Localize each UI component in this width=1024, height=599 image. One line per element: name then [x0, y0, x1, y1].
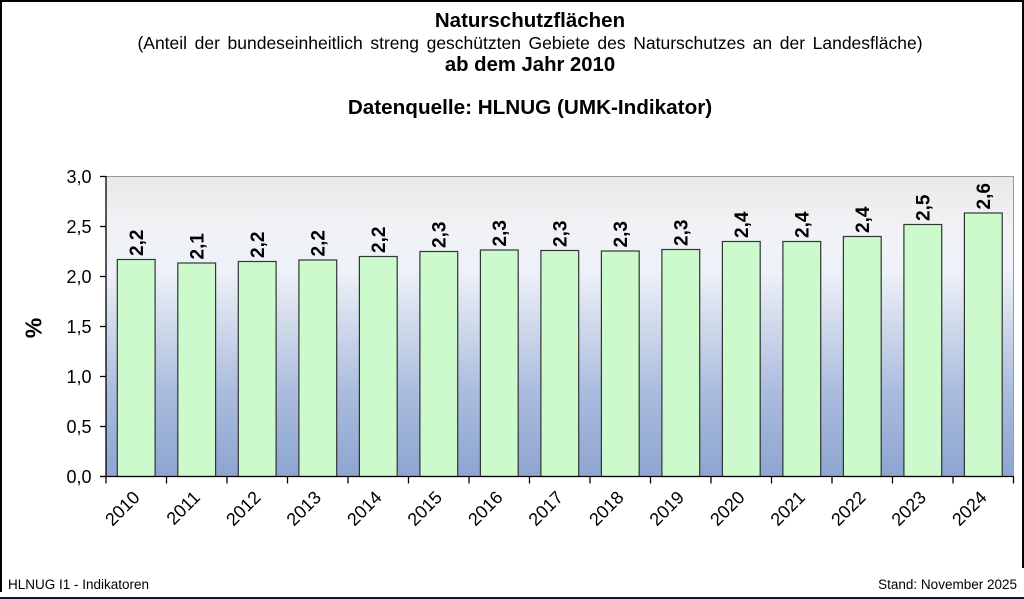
svg-text:2,4: 2,4 — [732, 211, 753, 238]
svg-text:2,3: 2,3 — [430, 222, 451, 248]
svg-text:2,4: 2,4 — [853, 206, 874, 233]
svg-text:2,2: 2,2 — [248, 232, 269, 258]
svg-text:1,0: 1,0 — [66, 367, 91, 387]
svg-text:2024: 2024 — [948, 487, 990, 529]
svg-text:2023: 2023 — [888, 487, 930, 529]
svg-text:2,2: 2,2 — [369, 227, 390, 253]
svg-text:2022: 2022 — [827, 487, 869, 529]
svg-text:2,3: 2,3 — [551, 221, 572, 247]
svg-text:2018: 2018 — [585, 487, 627, 529]
svg-text:2013: 2013 — [283, 487, 325, 529]
svg-text:2,3: 2,3 — [611, 221, 632, 247]
svg-text:2,5: 2,5 — [914, 194, 935, 221]
svg-text:2012: 2012 — [222, 487, 264, 529]
svg-text:2,2: 2,2 — [127, 230, 148, 256]
svg-text:2014: 2014 — [343, 487, 385, 529]
svg-text:2,0: 2,0 — [66, 267, 91, 287]
svg-text:2,2: 2,2 — [309, 230, 330, 256]
svg-text:0,0: 0,0 — [66, 467, 91, 487]
svg-text:2,3: 2,3 — [672, 220, 693, 246]
svg-text:2016: 2016 — [464, 487, 506, 529]
svg-text:%: % — [20, 318, 46, 338]
svg-text:2,6: 2,6 — [974, 183, 995, 209]
svg-text:2,3: 2,3 — [490, 220, 511, 246]
svg-text:2,5: 2,5 — [66, 217, 91, 237]
svg-text:3,0: 3,0 — [66, 167, 91, 187]
svg-text:2010: 2010 — [101, 487, 143, 529]
svg-text:0,5: 0,5 — [66, 417, 91, 437]
svg-text:2015: 2015 — [404, 487, 446, 529]
svg-text:2,1: 2,1 — [188, 233, 209, 260]
svg-text:2011: 2011 — [163, 487, 205, 529]
svg-text:2,4: 2,4 — [793, 211, 814, 238]
svg-text:2019: 2019 — [646, 487, 688, 529]
svg-text:1,5: 1,5 — [66, 317, 91, 337]
svg-text:2020: 2020 — [706, 487, 748, 529]
svg-text:2021: 2021 — [767, 487, 809, 529]
svg-text:2017: 2017 — [525, 487, 567, 529]
